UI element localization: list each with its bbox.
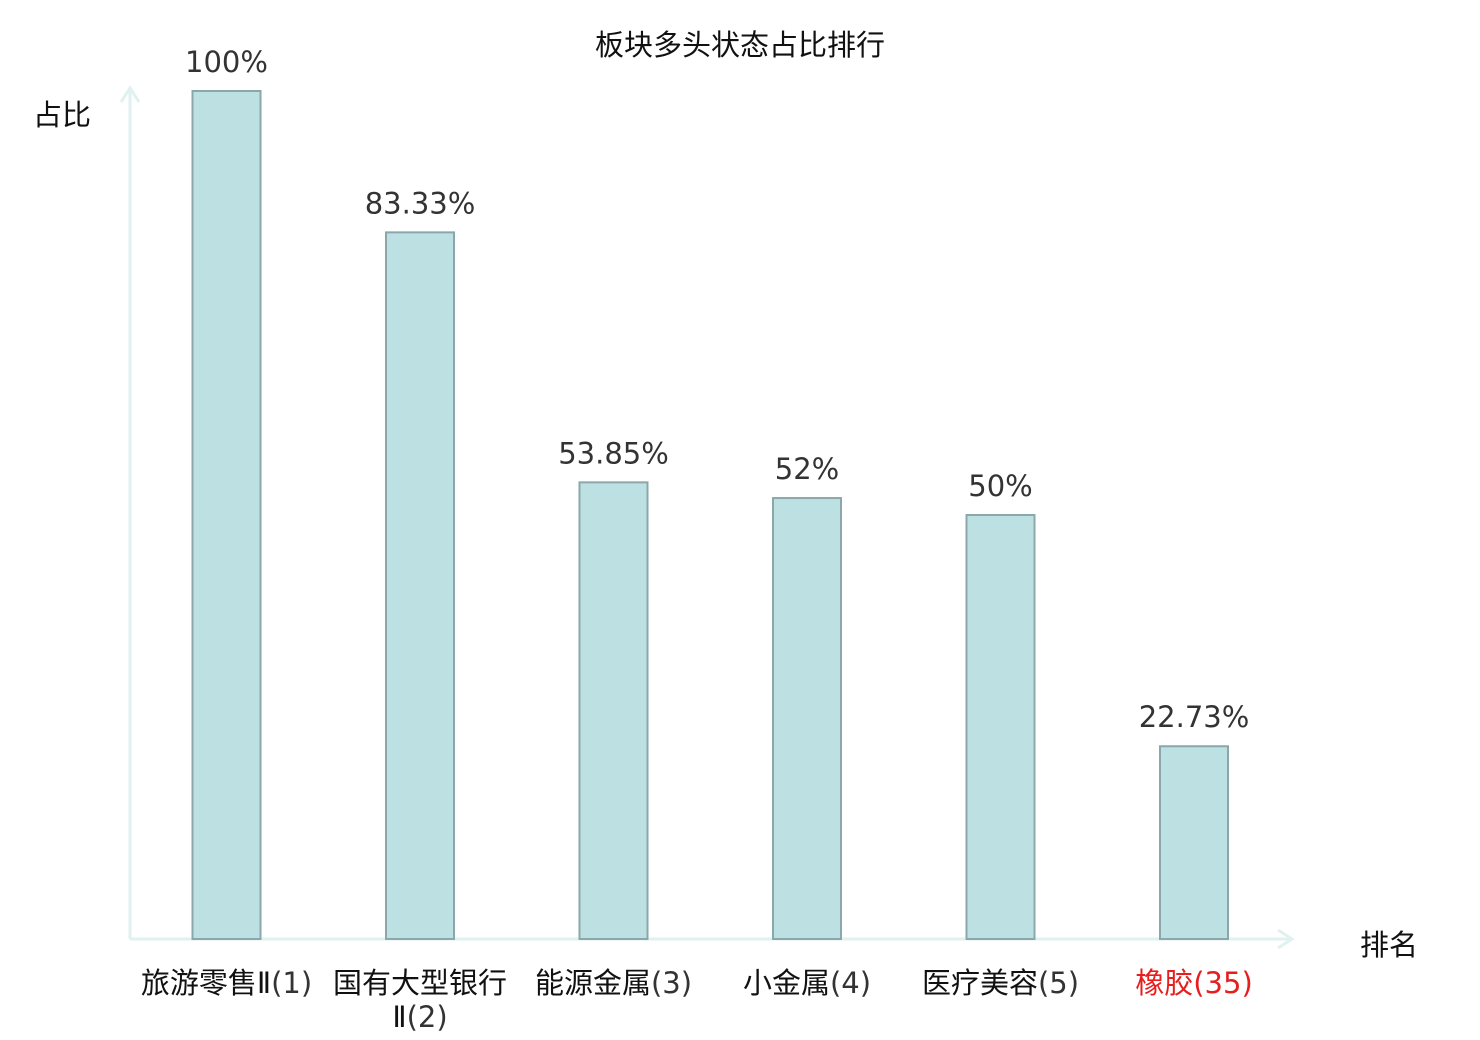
category-rank: (4) xyxy=(829,966,872,1000)
category-rank: (3) xyxy=(650,966,693,1000)
category-label: 医疗美容(5) xyxy=(911,966,1091,1000)
category-name: 国有大型银行Ⅱ xyxy=(332,966,507,1034)
bar-value-label: 22.73% xyxy=(1139,700,1250,734)
bar-value-label: 53.85% xyxy=(558,436,669,470)
category-label: 能源金属(3) xyxy=(524,966,704,1000)
y-axis-label: 占比 xyxy=(33,98,92,132)
bar xyxy=(772,497,842,940)
x-axis-label: 排名 xyxy=(1360,928,1419,962)
bar xyxy=(191,90,262,940)
category-rank: (35) xyxy=(1193,966,1253,1000)
bar-value-label: 50% xyxy=(968,469,1032,503)
chart-title: 板块多头状态占比排行 xyxy=(594,28,885,62)
category-name: 小金属 xyxy=(742,966,830,1000)
category-label: 旅游零售Ⅱ(1) xyxy=(137,966,317,1000)
category-label: 国有大型银行Ⅱ(2) xyxy=(330,966,510,1034)
axes xyxy=(119,85,1295,950)
category-name: 医疗美容 xyxy=(921,966,1038,1000)
bar xyxy=(1159,745,1229,940)
bar xyxy=(385,231,455,941)
x-axis-arrow-icon xyxy=(1277,928,1295,950)
bar xyxy=(965,514,1036,940)
category-rank: (1) xyxy=(271,966,313,1000)
bar-value-label: 83.33% xyxy=(365,186,476,220)
category-name: 橡胶 xyxy=(1135,966,1194,1000)
bar xyxy=(578,481,649,940)
y-axis-arrow-icon xyxy=(119,85,141,103)
value-labels: 100% 83.33% 53.85% 52% 50% 22.73% xyxy=(185,45,1249,734)
bar-value-label: 100% xyxy=(185,45,268,79)
category-label: 小金属(4) xyxy=(717,966,897,1000)
bar-value-label: 52% xyxy=(775,452,839,486)
category-name: 能源金属 xyxy=(534,966,651,1000)
bars xyxy=(191,90,1229,941)
category-label: 橡胶(35) xyxy=(1104,966,1284,1000)
category-rank: (5) xyxy=(1037,966,1080,1000)
category-name: 旅游零售Ⅱ xyxy=(140,966,272,1000)
category-rank: (2) xyxy=(406,1000,448,1034)
